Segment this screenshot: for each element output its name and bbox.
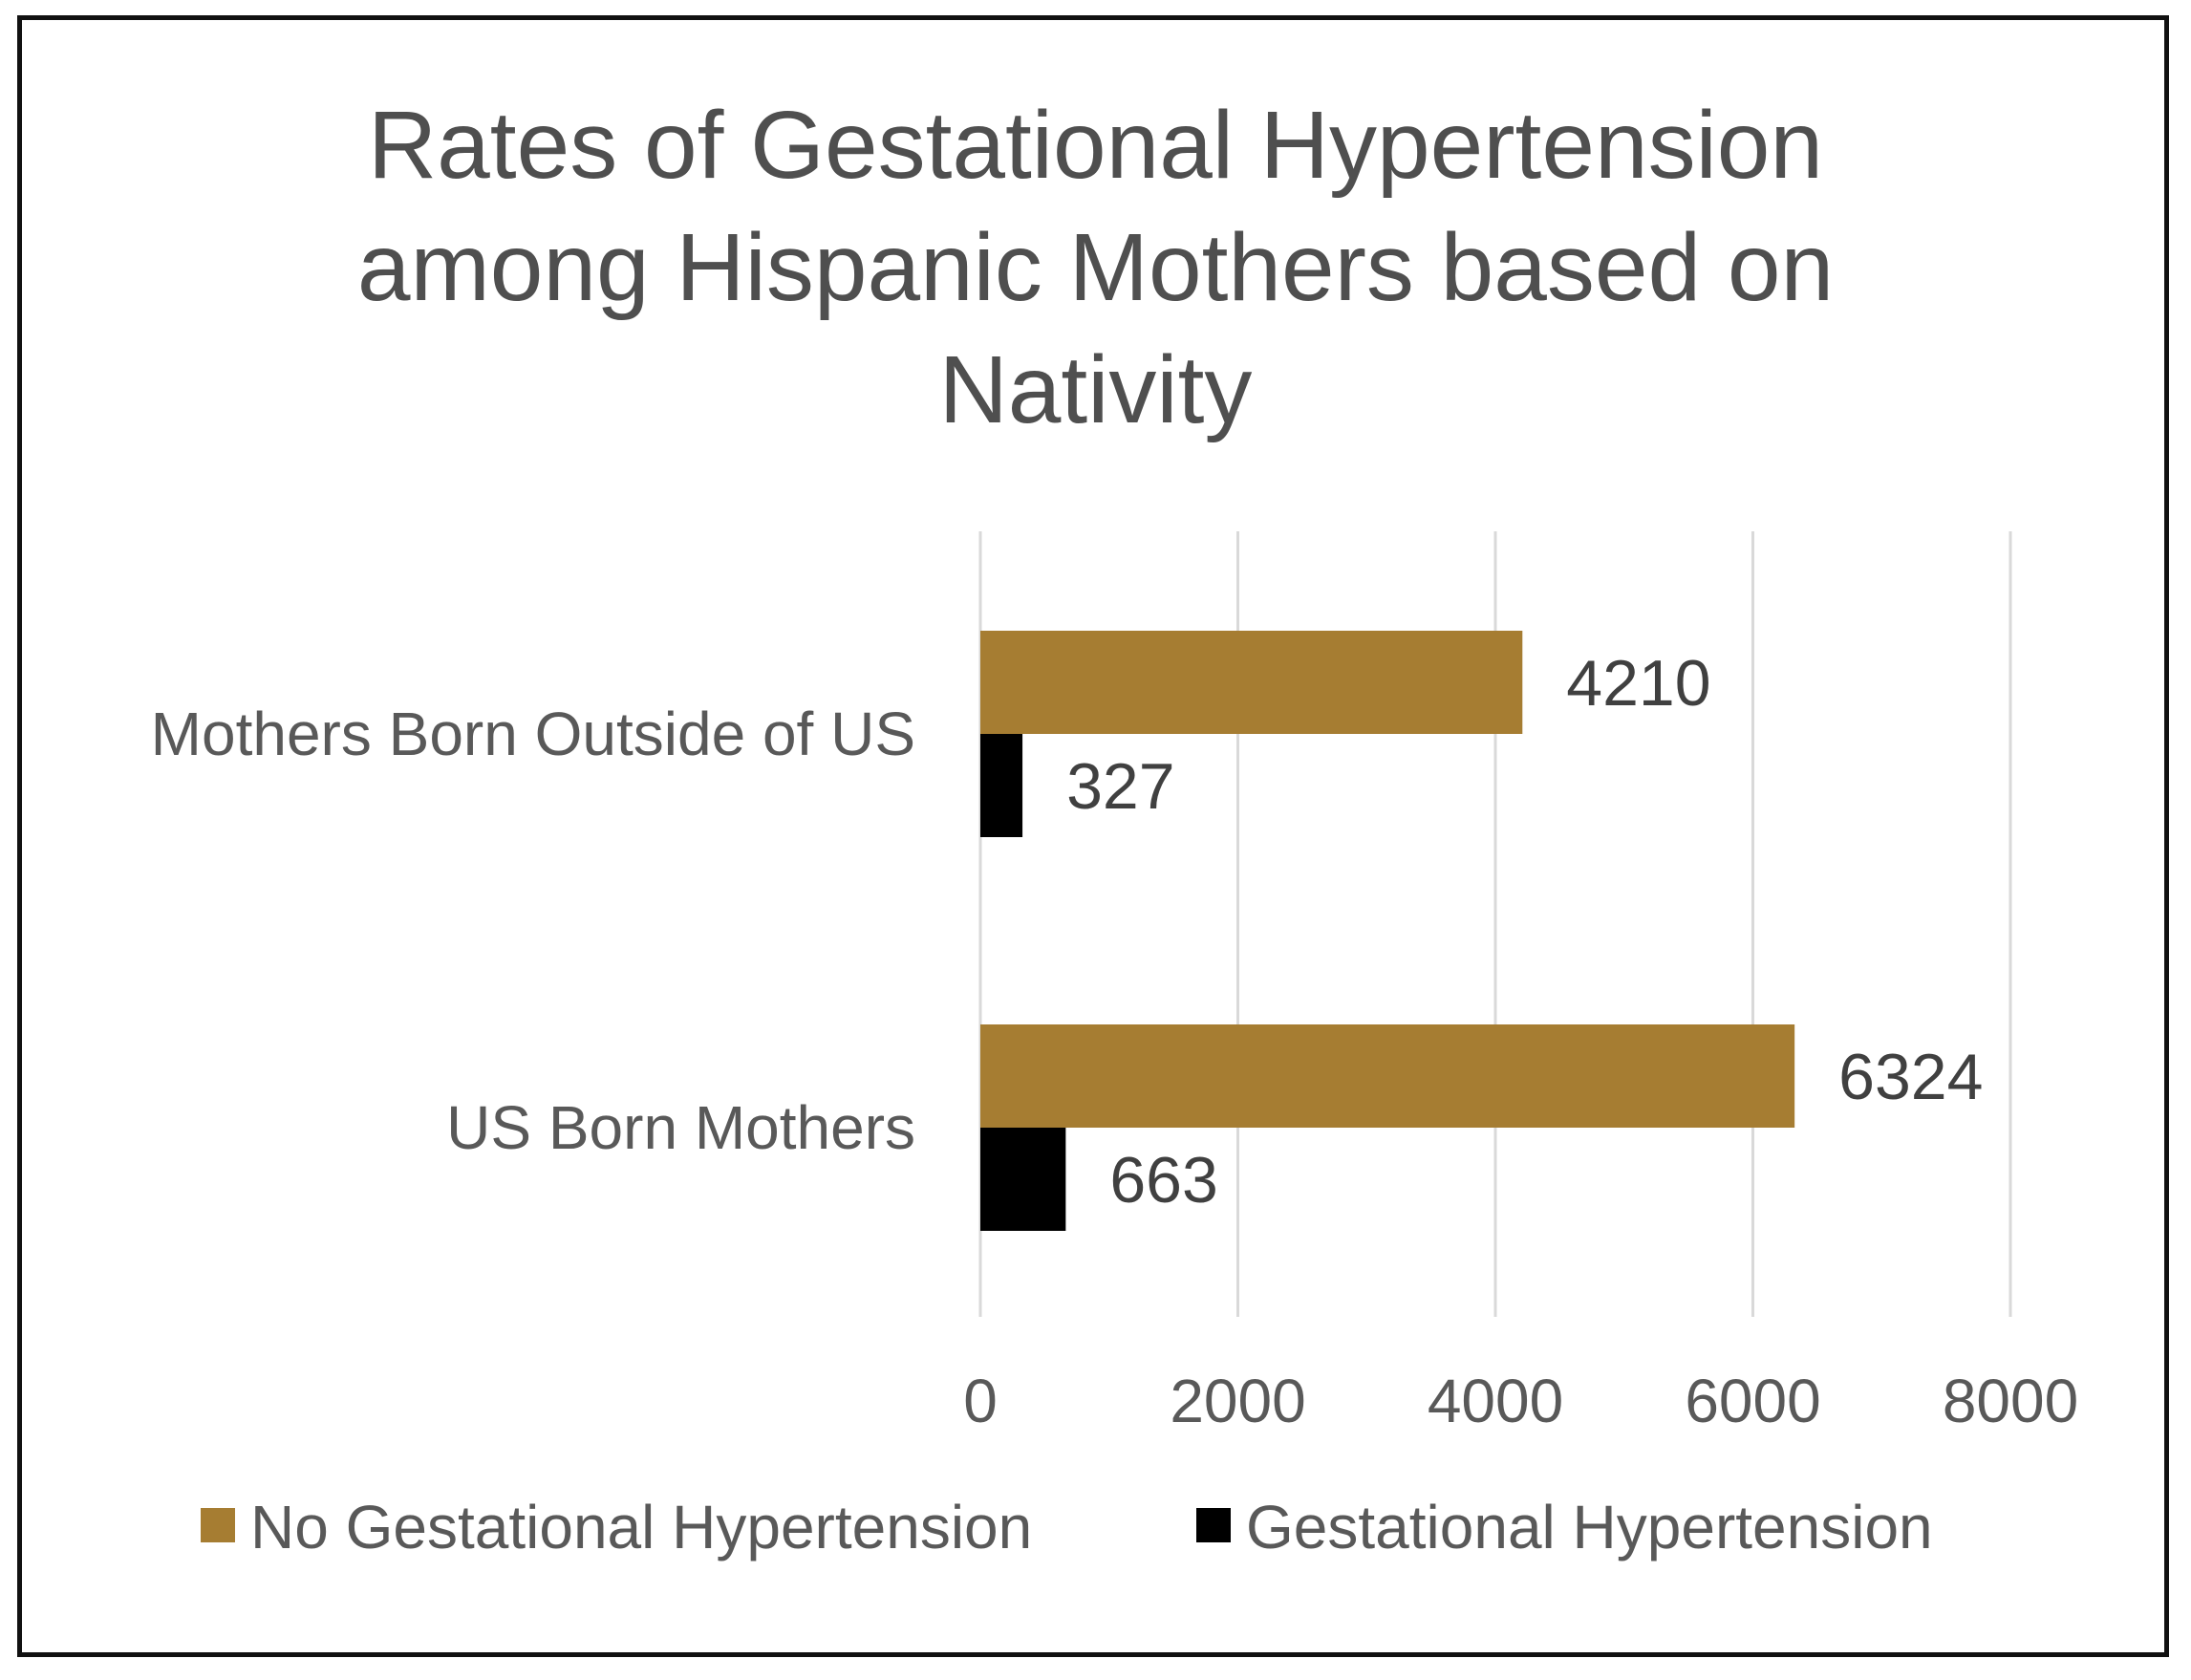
- bar-gestational-hypertension: [980, 1128, 1066, 1231]
- x-tick-label: 8000: [1943, 1367, 2078, 1435]
- data-label: 327: [1066, 750, 1174, 823]
- chart-title-line: among Hispanic Mothers based on: [356, 214, 1835, 321]
- chart-title-line: Rates of Gestational Hypertension: [367, 92, 1824, 199]
- data-label: 6324: [1838, 1041, 1983, 1113]
- bar-no-gestational-hypertension: [980, 1024, 1795, 1128]
- x-tick-label: 4000: [1428, 1367, 1563, 1435]
- chart-title: Rates of Gestational Hypertension among …: [0, 84, 2191, 451]
- bar-no-gestational-hypertension: [980, 631, 1523, 734]
- bars: [980, 631, 1795, 1231]
- labels: 0 2000 4000 6000 8000 Mothers Born Outside of…: [151, 647, 2079, 1435]
- chart-frame: [17, 15, 2169, 1657]
- data-label: 4210: [1566, 647, 1710, 720]
- x-tick-label: 0: [963, 1367, 998, 1435]
- legend: No Gestational Hypertension Gestational H…: [201, 1493, 1933, 1562]
- legend-swatch: [201, 1508, 235, 1542]
- x-tick-label: 6000: [1685, 1367, 1820, 1435]
- chart-title-line: Nativity: [938, 336, 1253, 443]
- bar-gestational-hypertension: [980, 734, 1023, 837]
- legend-swatch: [1196, 1508, 1231, 1542]
- category-label: US Born Mothers: [446, 1093, 915, 1162]
- category-label: Mothers Born Outside of US: [151, 700, 915, 768]
- x-tick-label: 2000: [1170, 1367, 1305, 1435]
- legend-label: No Gestational Hypertension: [250, 1493, 1032, 1562]
- legend-label: Gestational Hypertension: [1246, 1493, 1933, 1562]
- data-label: 663: [1109, 1144, 1217, 1217]
